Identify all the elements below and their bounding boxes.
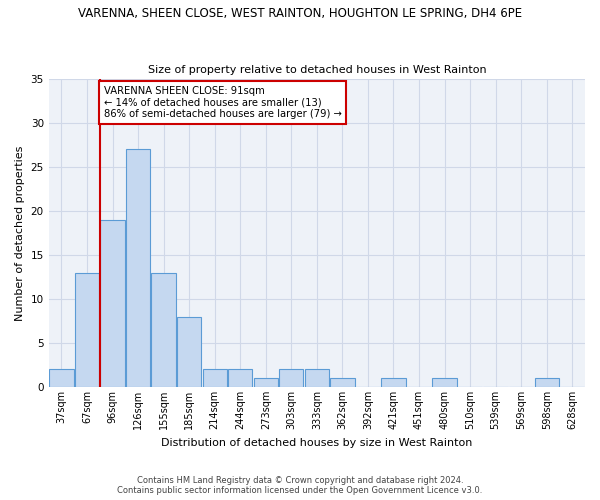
Bar: [203, 370, 227, 387]
Bar: [177, 316, 201, 387]
Bar: [75, 272, 99, 387]
Bar: [279, 370, 304, 387]
Bar: [49, 370, 74, 387]
Text: Contains HM Land Registry data © Crown copyright and database right 2024.
Contai: Contains HM Land Registry data © Crown c…: [118, 476, 482, 495]
Text: VARENNA, SHEEN CLOSE, WEST RAINTON, HOUGHTON LE SPRING, DH4 6PE: VARENNA, SHEEN CLOSE, WEST RAINTON, HOUG…: [78, 8, 522, 20]
Title: Size of property relative to detached houses in West Rainton: Size of property relative to detached ho…: [148, 66, 486, 76]
Bar: [254, 378, 278, 387]
Bar: [228, 370, 253, 387]
Bar: [330, 378, 355, 387]
Y-axis label: Number of detached properties: Number of detached properties: [15, 146, 25, 320]
Bar: [433, 378, 457, 387]
Bar: [382, 378, 406, 387]
X-axis label: Distribution of detached houses by size in West Rainton: Distribution of detached houses by size …: [161, 438, 473, 448]
Bar: [126, 150, 150, 387]
Bar: [535, 378, 559, 387]
Bar: [305, 370, 329, 387]
Text: VARENNA SHEEN CLOSE: 91sqm
← 14% of detached houses are smaller (13)
86% of semi: VARENNA SHEEN CLOSE: 91sqm ← 14% of deta…: [104, 86, 341, 120]
Bar: [151, 272, 176, 387]
Bar: [100, 220, 125, 387]
